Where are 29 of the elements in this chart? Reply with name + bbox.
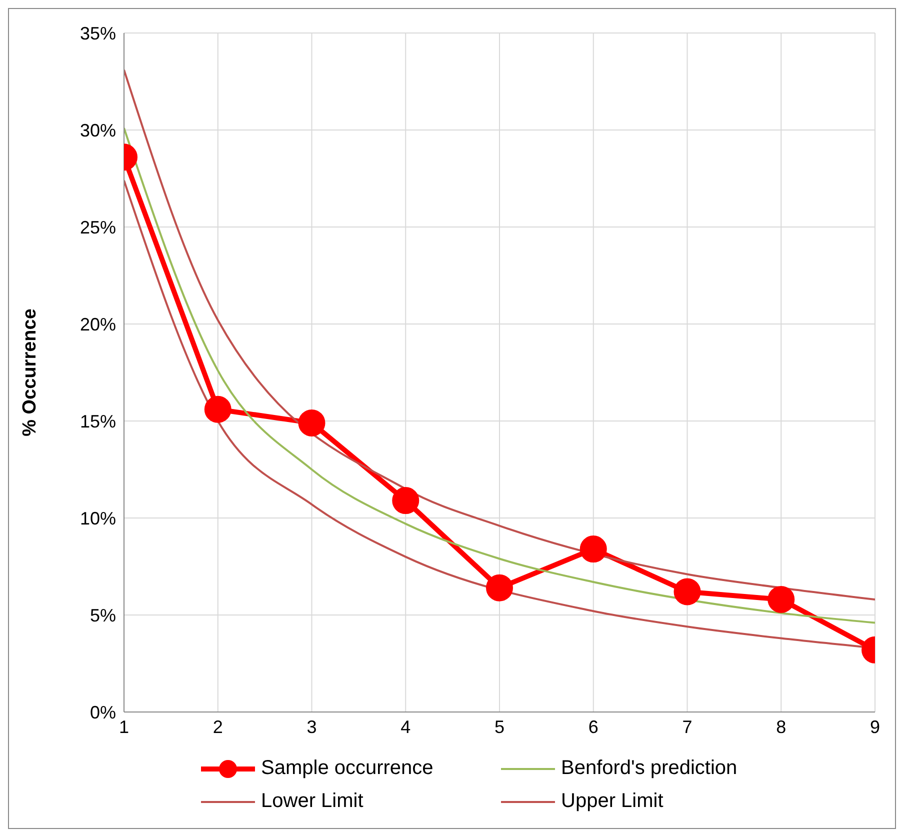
x-tick-label: 7 bbox=[682, 716, 692, 737]
y-axis-title: % Occurrence bbox=[20, 308, 41, 436]
x-tick-label: 4 bbox=[400, 716, 411, 737]
y-tick-label: 5% bbox=[90, 605, 116, 626]
point bbox=[392, 487, 420, 514]
y-tick-label: 30% bbox=[80, 120, 116, 140]
y-tick-label: 15% bbox=[80, 411, 116, 432]
y-tick-label: 25% bbox=[80, 217, 116, 238]
y-tick-label: 10% bbox=[80, 508, 116, 528]
point bbox=[768, 586, 795, 613]
point bbox=[674, 578, 701, 606]
legend-label: Lower Limit bbox=[261, 790, 364, 813]
point bbox=[298, 409, 326, 436]
point bbox=[580, 536, 607, 563]
point bbox=[486, 574, 513, 602]
x-tick-label: 6 bbox=[588, 716, 598, 737]
x-tick-label: 1 bbox=[118, 716, 130, 737]
legend-label: Sample occurrence bbox=[261, 757, 434, 780]
x-tick-label: 9 bbox=[870, 716, 880, 737]
legend-label: Upper Limit bbox=[561, 790, 664, 813]
x-tick-label: 3 bbox=[306, 716, 317, 737]
y-tick-label: 20% bbox=[80, 314, 116, 334]
y-tick-label: 0% bbox=[90, 702, 116, 722]
x-tick-label: 8 bbox=[776, 716, 786, 737]
legend-label: Benford's prediction bbox=[561, 757, 738, 780]
x-tick-label: 2 bbox=[212, 716, 223, 737]
point bbox=[204, 396, 232, 423]
x-tick-label: 5 bbox=[494, 716, 505, 737]
y-tick-label: 35% bbox=[80, 23, 116, 44]
